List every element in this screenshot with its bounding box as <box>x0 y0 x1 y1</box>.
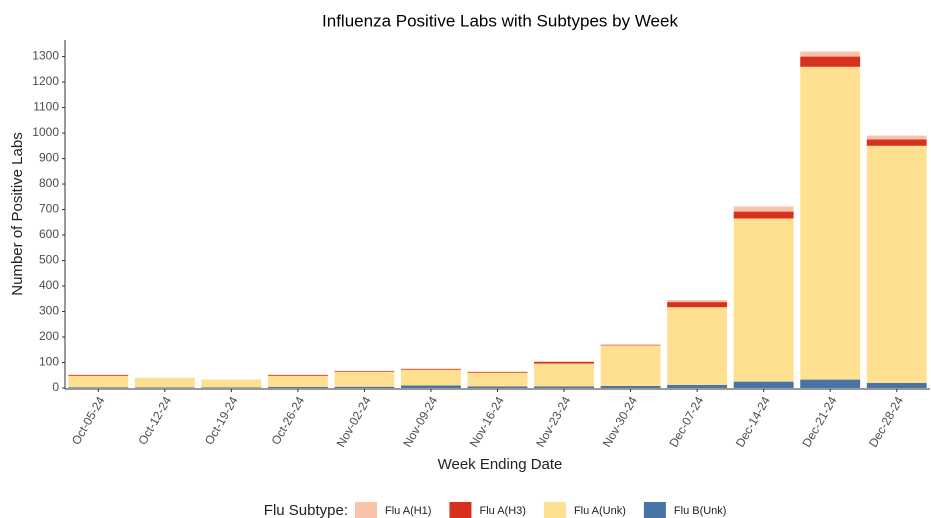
bar-segment <box>68 375 129 388</box>
bar-segment <box>334 371 395 372</box>
bar-segment <box>401 385 461 388</box>
y-tick-label: 900 <box>39 151 59 165</box>
bar-segment <box>534 363 594 387</box>
bar-segment <box>534 361 594 364</box>
bar-segment <box>401 369 461 370</box>
legend-key <box>643 502 666 518</box>
x-tick-label: Nov-09-24 <box>400 394 440 450</box>
x-tick-label: Oct-12-24 <box>135 394 174 447</box>
bar-segment <box>866 382 927 388</box>
bar-segment <box>866 135 927 140</box>
y-tick-label: 100 <box>39 355 59 369</box>
legend-key <box>449 502 472 518</box>
legend-label: Flu A(H3) <box>479 505 525 517</box>
y-tick-label: 200 <box>39 329 59 343</box>
y-axis-title: Number of Positive Labs <box>9 132 26 295</box>
bar-segment <box>600 385 661 388</box>
y-tick-label: 1200 <box>32 74 59 88</box>
bar-segment <box>334 370 395 372</box>
x-tick-label: Oct-26-24 <box>268 394 307 447</box>
x-tick-label: Dec-21-24 <box>799 394 839 450</box>
y-tick-label: 300 <box>39 304 59 318</box>
bar-segment <box>401 369 461 386</box>
bar-segment <box>866 145 927 383</box>
y-tick-label: 400 <box>39 278 59 292</box>
x-tick-label: Nov-16-24 <box>467 394 507 450</box>
bar-segment <box>534 386 594 388</box>
bar-segment <box>600 345 661 386</box>
y-tick-label: 1300 <box>32 49 59 63</box>
legend-label: Flu A(H1) <box>385 505 431 517</box>
bar-segment <box>334 371 395 387</box>
bar-segment <box>467 371 528 372</box>
bar-segment <box>467 386 528 388</box>
bar-segment <box>667 307 728 385</box>
legend-title: Flu Subtype: <box>264 502 348 518</box>
x-tick-label: Dec-14-24 <box>733 394 773 450</box>
x-tick-label: Dec-07-24 <box>666 394 706 450</box>
bar-segment <box>201 387 262 388</box>
y-tick-label: 500 <box>39 253 59 267</box>
x-tick-label: Oct-19-24 <box>202 394 241 447</box>
y-tick-label: 1000 <box>32 125 59 139</box>
bar-segment <box>267 374 328 375</box>
bar-segment <box>800 66 861 380</box>
bar-segment <box>733 211 794 219</box>
y-tick-label: 700 <box>39 202 59 216</box>
bar-segment <box>267 374 328 376</box>
bar-segment <box>600 345 661 346</box>
bar-segment <box>800 379 861 388</box>
bar-segment <box>667 384 728 388</box>
bar-segment <box>134 378 195 388</box>
bar-segment <box>667 302 728 308</box>
x-tick-label: Nov-23-24 <box>533 394 573 450</box>
bar-segment <box>401 368 461 370</box>
legend-key <box>355 502 377 518</box>
bar-segment <box>534 361 594 362</box>
x-tick-label: Nov-02-24 <box>334 394 374 450</box>
bar-segment <box>866 139 927 146</box>
y-tick-label: 600 <box>39 227 59 241</box>
bar-segment <box>68 374 129 375</box>
bar-segment <box>68 387 129 388</box>
bar-segment <box>267 375 328 387</box>
bar-segment <box>134 387 195 388</box>
bar-segment <box>733 206 794 212</box>
bar-segment <box>201 379 262 388</box>
bar-segment <box>467 371 528 373</box>
x-axis-title: Week Ending Date <box>438 456 563 473</box>
bar-segment <box>600 344 661 346</box>
y-tick-label: 1100 <box>33 100 59 114</box>
x-tick-label: Dec-28-24 <box>866 394 906 450</box>
bar-segment <box>800 56 861 67</box>
bar-segment <box>800 51 861 57</box>
bar-segment <box>667 300 728 303</box>
legend-label: Flu B(Unk) <box>674 505 727 517</box>
legend-key <box>543 502 566 518</box>
bar-segment <box>733 218 794 382</box>
legend-label: Flu A(Unk) <box>574 505 626 517</box>
chart-title: Influenza Positive Labs with Subtypes by… <box>322 11 678 30</box>
x-tick-label: Nov-30-24 <box>600 394 640 450</box>
y-tick-label: 800 <box>39 176 59 190</box>
bar-segment <box>68 374 129 376</box>
bar-segment <box>267 386 328 388</box>
bar-segment <box>733 381 794 388</box>
bar-segment <box>334 386 395 388</box>
x-tick-label: Oct-05-24 <box>69 394 108 447</box>
bar-segment <box>467 372 528 387</box>
y-tick-label: 0 <box>52 380 59 394</box>
